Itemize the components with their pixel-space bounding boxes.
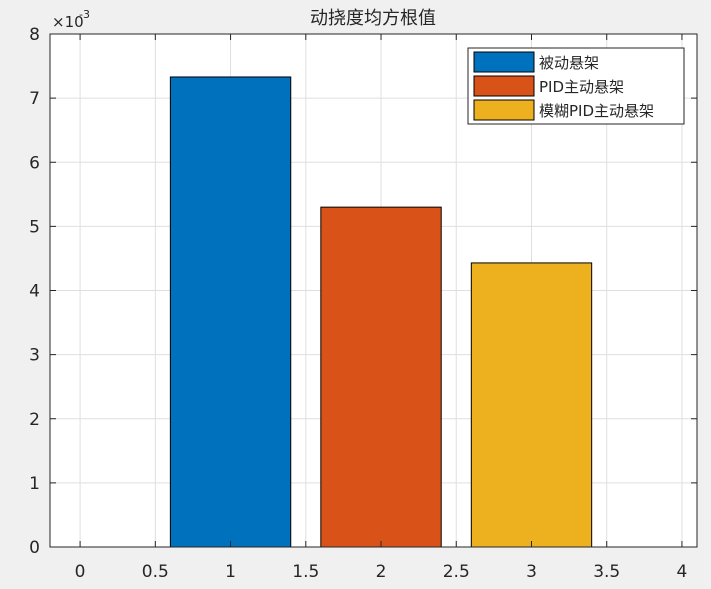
bar — [470, 262, 593, 548]
legend-swatch — [473, 99, 535, 121]
y-exponent-base: ×10 — [52, 13, 84, 31]
y-exponent-power: -3 — [79, 8, 90, 21]
y-tick-label: 8 — [29, 25, 40, 45]
y-tick-label: 2 — [29, 410, 40, 430]
legend-label: PID主动悬架 — [539, 78, 624, 96]
legend-swatch — [473, 75, 535, 97]
x-tick-label: 0 — [75, 562, 86, 582]
x-tick-label: 3.5 — [593, 562, 620, 582]
x-tick-label: 1.5 — [292, 562, 319, 582]
y-tick-label: 6 — [29, 153, 40, 173]
bar — [320, 206, 442, 548]
x-tick-label: 1 — [225, 562, 236, 582]
y-tick-label: 3 — [29, 346, 40, 366]
x-tick-label: 4 — [677, 562, 688, 582]
x-tick-label: 3 — [526, 562, 537, 582]
legend-label: 模糊PID主动悬架 — [539, 102, 654, 120]
y-tick-label: 0 — [29, 538, 40, 558]
bar — [169, 76, 292, 548]
ticks: 0 0.5 1 1.5 2 2.5 3 3.5 4 0 1 2 3 4 5 6 7 8 — [29, 25, 697, 582]
legend-label: 被动悬架 — [539, 54, 599, 72]
x-tick-label: 2 — [376, 562, 387, 582]
y-tick-label: 5 — [29, 217, 40, 237]
bars — [169, 76, 593, 548]
legend-swatch — [473, 51, 535, 73]
x-tick-label: 2.5 — [443, 562, 470, 582]
y-tick-label: 7 — [29, 89, 40, 109]
y-tick-label: 4 — [29, 282, 40, 302]
y-tick-label: 1 — [29, 474, 40, 494]
chart-title: 动挠度均方根值 — [310, 8, 436, 29]
x-tick-label: 0.5 — [142, 562, 169, 582]
